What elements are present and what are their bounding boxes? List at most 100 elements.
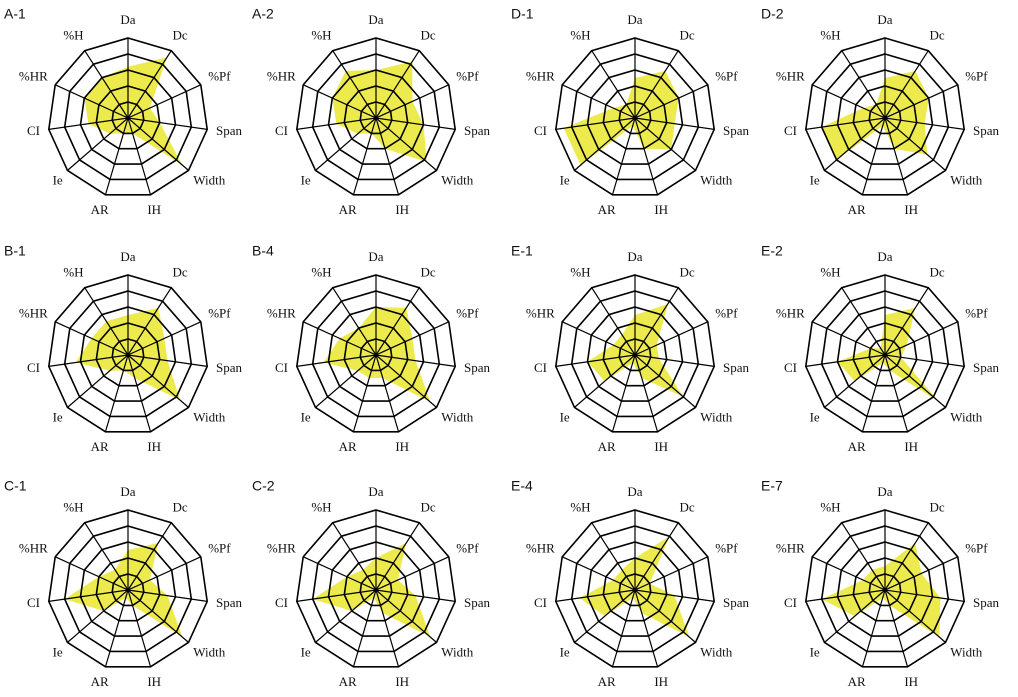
axis-label: IH: [654, 674, 668, 689]
grid-ring: [586, 306, 684, 402]
grid-ring: [311, 290, 441, 418]
axis-label: Da: [627, 12, 642, 27]
spoke: [375, 287, 420, 356]
axis-label: Da: [368, 249, 383, 264]
axis-label: Span: [216, 595, 243, 610]
spoke: [861, 117, 886, 195]
spoke: [302, 321, 377, 356]
axis-label: %HR: [776, 306, 805, 321]
grid-ring: [295, 37, 457, 196]
grid-ring: [618, 573, 652, 607]
spoke: [54, 321, 129, 356]
spoke: [332, 522, 377, 591]
spoke: [634, 84, 709, 119]
axis-label: IH: [395, 202, 409, 217]
axis-label: %Pf: [715, 306, 738, 321]
axis-label: Ie: [810, 173, 820, 188]
spoke: [884, 321, 959, 356]
radar-area: [64, 542, 183, 638]
grid-ring: [852, 85, 918, 150]
spoke: [54, 556, 129, 591]
spoke: [841, 50, 886, 119]
spoke: [67, 589, 129, 643]
axis-label: Width: [700, 173, 732, 188]
axis-label: Dc: [420, 27, 435, 42]
axis-label: IH: [147, 439, 161, 454]
axis-label: %H: [311, 27, 331, 42]
grid-ring: [359, 101, 393, 135]
grid-ring: [602, 557, 668, 622]
spoke: [634, 50, 679, 119]
axis-label: IH: [904, 674, 918, 689]
axis-label: %H: [311, 499, 331, 514]
axis-label: %HR: [19, 69, 48, 84]
axis-label: IH: [147, 674, 161, 689]
spoke: [634, 287, 679, 356]
axis-label: IH: [654, 202, 668, 217]
axis-label: %H: [570, 499, 590, 514]
spoke: [48, 589, 129, 602]
spoke: [48, 354, 129, 367]
grid-ring: [586, 541, 684, 637]
axis-label: Ie: [301, 410, 311, 425]
spoke: [861, 354, 886, 432]
spoke: [127, 117, 208, 130]
grid-ring: [343, 322, 409, 387]
spoke: [127, 50, 172, 119]
spoke: [84, 522, 129, 591]
spoke: [634, 117, 715, 130]
grid-ring: [79, 541, 177, 637]
spoke: [805, 117, 886, 130]
axis-label: CI: [275, 360, 288, 375]
spoke: [591, 287, 636, 356]
axis-label: Dc: [679, 499, 694, 514]
axis-label: %Pf: [208, 306, 231, 321]
radar-area: [312, 542, 431, 638]
axis-label: Width: [950, 645, 982, 660]
spoke: [296, 354, 377, 367]
spoke: [375, 556, 450, 591]
grid-ring: [852, 557, 918, 622]
axis-label: Width: [700, 410, 732, 425]
grid-ring: [63, 525, 193, 653]
axis-label: Da: [627, 484, 642, 499]
grid-ring: [343, 85, 409, 150]
chart-title: C-2: [252, 478, 275, 494]
spoke: [127, 354, 208, 367]
axis-label: Ie: [810, 645, 820, 660]
spoke: [375, 589, 437, 643]
grid-ring: [47, 37, 209, 196]
spoke: [611, 589, 636, 667]
spoke: [634, 556, 709, 591]
spoke: [884, 354, 965, 367]
grid-ring: [586, 69, 684, 165]
spoke: [634, 354, 659, 432]
spoke: [127, 354, 152, 432]
chart-title: C-1: [4, 478, 27, 494]
spoke: [884, 117, 909, 195]
spoke: [811, 84, 886, 119]
spoke: [884, 117, 946, 171]
axis-label: IH: [904, 439, 918, 454]
axis-label: %H: [63, 27, 83, 42]
axis-label: %H: [570, 264, 590, 279]
axis-label: CI: [784, 595, 797, 610]
grid-ring: [359, 573, 393, 607]
axis-label: %HR: [19, 541, 48, 556]
axis-label: CI: [275, 595, 288, 610]
axis-label: CI: [534, 123, 547, 138]
axis-label: Da: [877, 12, 892, 27]
spoke: [561, 556, 636, 591]
chart-title: E-4: [511, 478, 533, 494]
spoke: [127, 287, 172, 356]
spoke: [574, 354, 636, 408]
spoke: [824, 354, 886, 408]
spoke: [375, 50, 420, 119]
spoke: [375, 354, 456, 367]
chart-title: E-7: [761, 478, 783, 494]
axis-label: Dc: [679, 264, 694, 279]
grid-ring: [327, 69, 425, 165]
spoke: [375, 117, 456, 130]
grid-ring: [804, 37, 966, 196]
axis-label: AR: [91, 202, 109, 217]
